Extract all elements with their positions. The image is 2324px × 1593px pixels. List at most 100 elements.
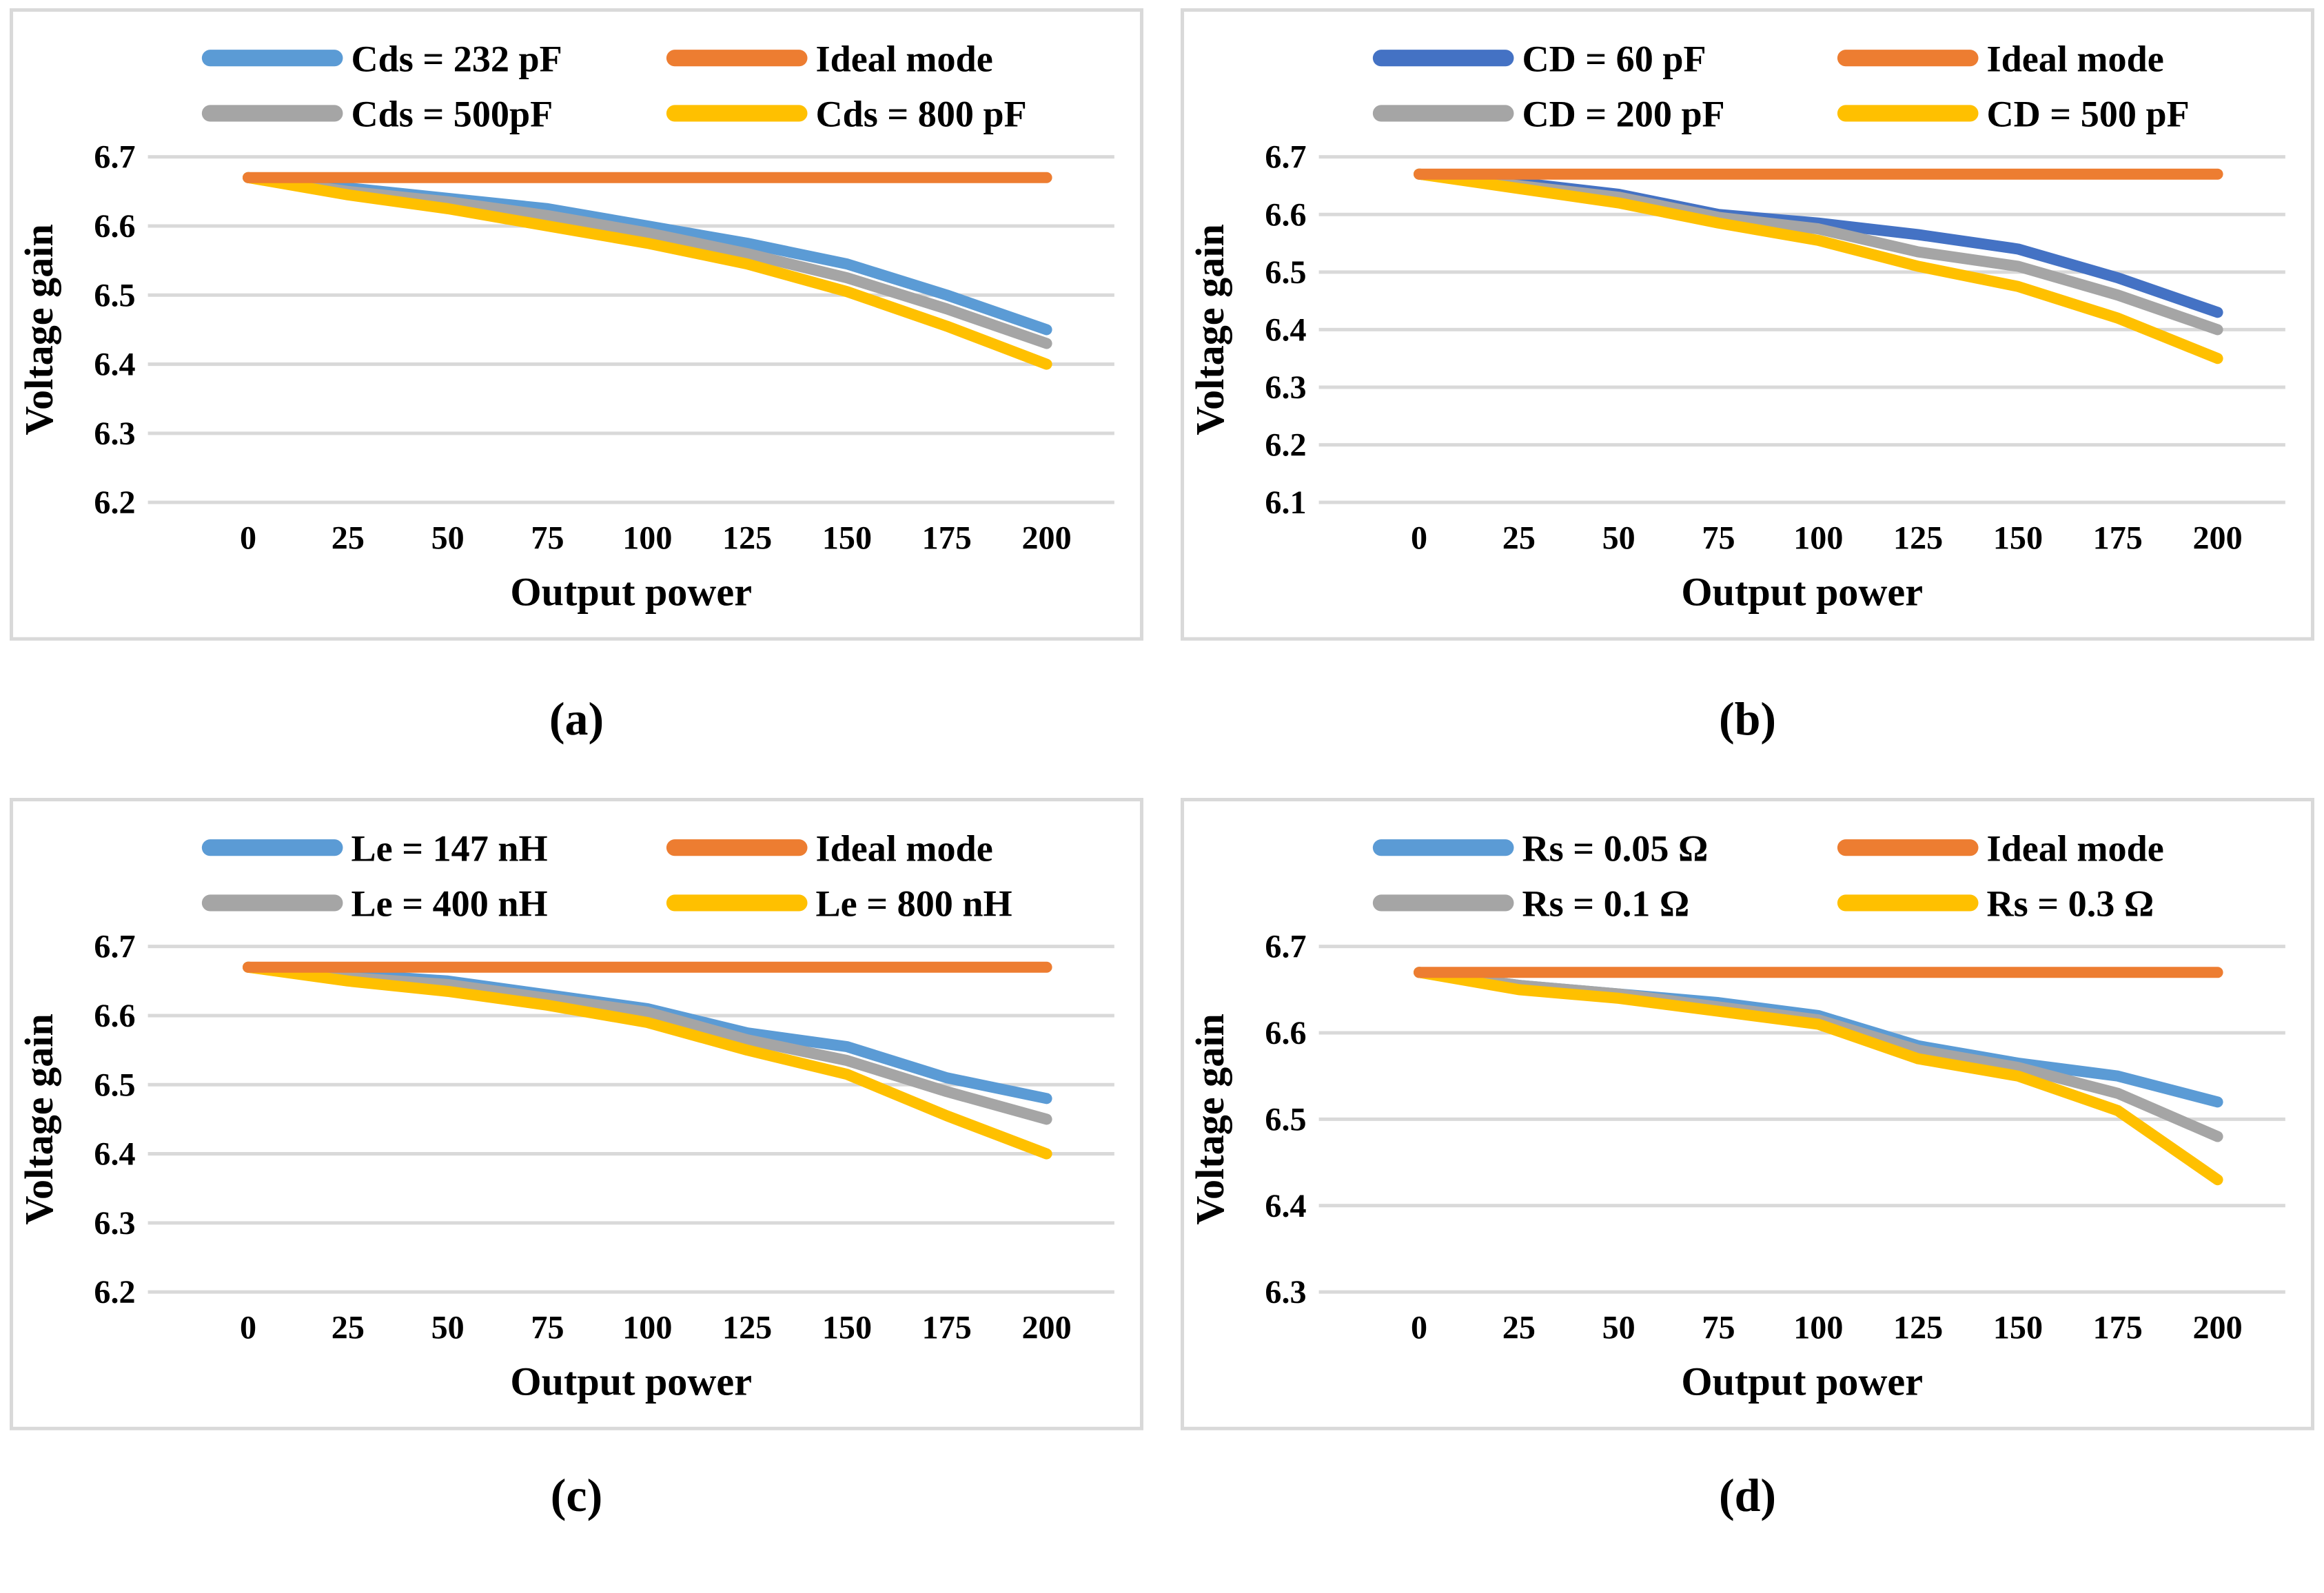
caption-a: (a) [549, 692, 604, 746]
legend-label: CD = 500 pF [1987, 94, 2190, 135]
x-tick-label: 50 [431, 520, 465, 556]
y-tick-label: 6.2 [94, 484, 135, 521]
y-tick-label: 6.5 [1265, 254, 1306, 291]
legend-entry: Le = 400 nH [201, 883, 548, 924]
legend-label: Cds = 500pF [351, 94, 553, 135]
y-tick-labels: 6.7 6.6 6.5 6.4 6.3 6.2 [94, 928, 135, 1311]
x-tick-label: 100 [622, 1309, 672, 1346]
gridlines [1318, 155, 2285, 504]
y-tick-label: 6.3 [1265, 1274, 1306, 1311]
x-tick-label: 100 [622, 520, 672, 556]
y-tick-label: 6.4 [94, 347, 135, 383]
x-tick-label: 150 [822, 520, 872, 556]
x-tick-label: 25 [1502, 520, 1536, 556]
legend-label: Rs = 0.3 Ω [1987, 883, 2154, 924]
x-axis-title: Output power [510, 570, 752, 615]
x-tick-label: 175 [2093, 520, 2143, 556]
x-tick-label: 150 [1993, 520, 2043, 556]
x-tick-label: 50 [431, 1309, 465, 1346]
y-tick-label: 6.5 [94, 277, 135, 314]
y-tick-label: 6.3 [1265, 369, 1306, 406]
x-tick-label: 75 [531, 520, 564, 556]
y-tick-label: 6.6 [1265, 1015, 1306, 1051]
series-lines [1414, 967, 2223, 1185]
legend-label: Ideal mode [1987, 38, 2164, 79]
chart-panel-c: 6.7 6.6 6.5 6.4 6.3 6.2 0 25 50 75 100 125 150 175 200… [10, 797, 1143, 1430]
legend-entry: Cds = 232 pF [201, 38, 562, 79]
legend: Le = 147 nH Ideal mode Le = 400 nH Le = 800… [201, 828, 1012, 924]
legend-entry: Ideal mode [666, 828, 993, 869]
series-line-cds-800-pf [243, 172, 1052, 370]
y-tick-label: 6.5 [94, 1067, 135, 1103]
legend-label: Cds = 232 pF [351, 38, 562, 79]
y-tick-label: 6.4 [94, 1135, 135, 1172]
x-tick-label: 75 [1702, 1309, 1735, 1346]
series-line-rs-0-3- [1414, 967, 2223, 1185]
caption-b: (b) [1718, 692, 1777, 746]
x-tick-labels: 0 25 50 75 100 125 150 175 200 [240, 520, 1072, 556]
x-tick-label: 0 [240, 520, 256, 556]
y-tick-label: 6.7 [94, 928, 135, 965]
x-axis-title: Output power [1681, 1359, 1923, 1404]
chart-b-canvas: 6.7 6.6 6.5 6.4 6.3 6.2 6.1 0 25 50 75 100 125 150 175… [1181, 8, 2314, 641]
x-tick-labels: 0 25 50 75 100 125 150 175 200 [240, 1309, 1072, 1346]
legend-label: Le = 147 nH [351, 828, 548, 869]
legend-label: Ideal mode [816, 38, 993, 79]
x-tick-label: 25 [332, 520, 365, 556]
x-tick-label: 25 [1502, 1309, 1536, 1346]
x-tick-labels: 0 25 50 75 100 125 150 175 200 [1411, 1309, 2243, 1346]
x-tick-label: 200 [1021, 1309, 1071, 1346]
legend-entry: Cds = 500pF [201, 94, 553, 135]
x-tick-label: 125 [722, 520, 772, 556]
x-tick-labels: 0 25 50 75 100 125 150 175 200 [1411, 520, 2243, 556]
legend: Rs = 0.05 Ω Ideal mode Rs = 0.1 Ω Rs = 0.3 … [1372, 828, 2164, 924]
y-tick-label: 6.7 [1265, 928, 1306, 965]
series-line-cd-500-pf [1414, 168, 2223, 364]
chart-a-canvas: 6.7 6.6 6.5 6.4 6.3 6.2 0 25 50 75 100 125 150 175 200… [10, 8, 1143, 641]
y-tick-label: 6.2 [94, 1274, 135, 1311]
legend-label: CD = 200 pF [1522, 94, 1725, 135]
y-tick-label: 6.5 [1265, 1101, 1306, 1138]
x-tick-label: 125 [1893, 1309, 1943, 1346]
y-tick-label: 6.6 [94, 208, 135, 245]
x-tick-label: 100 [1793, 1309, 1843, 1346]
legend-entry: Ideal mode [1837, 828, 2164, 869]
legend-entry: Ideal mode [666, 38, 993, 79]
chart-d-canvas: 6.7 6.6 6.5 6.4 6.3 0 25 50 75 100 125 150 175 200 Out… [1181, 797, 2314, 1430]
legend-entry: Le = 800 nH [666, 883, 1012, 924]
chart-panel-d: 6.7 6.6 6.5 6.4 6.3 0 25 50 75 100 125 150 175 200 Out… [1181, 797, 2314, 1430]
legend-entry: Rs = 0.3 Ω [1837, 883, 2154, 924]
x-tick-label: 175 [922, 1309, 972, 1346]
gridlines [1318, 944, 2285, 1294]
legend-entry: Le = 147 nH [201, 828, 548, 869]
y-tick-label: 6.2 [1265, 427, 1306, 464]
legend-entry: Rs = 0.05 Ω [1372, 828, 1708, 869]
legend: Cds = 232 pF Ideal mode Cds = 500pF Cds = 8… [201, 38, 1027, 135]
legend-label: Cds = 800 pF [816, 94, 1027, 135]
y-axis-title: Voltage gain [17, 224, 61, 435]
legend-entry: CD = 500 pF [1837, 94, 2190, 135]
x-tick-label: 200 [2192, 1309, 2242, 1346]
x-axis-title: Output power [1681, 570, 1923, 615]
y-tick-label: 6.3 [94, 1205, 135, 1242]
y-tick-label: 6.6 [1265, 196, 1306, 233]
legend-label: Ideal mode [1987, 828, 2164, 869]
x-tick-label: 150 [1993, 1309, 2043, 1346]
series-lines [1414, 168, 2223, 364]
x-tick-label: 150 [822, 1309, 872, 1346]
y-tick-label: 6.1 [1265, 484, 1306, 521]
series-lines [243, 172, 1052, 370]
x-tick-label: 0 [1411, 520, 1427, 556]
legend-entry: Ideal mode [1837, 38, 2164, 79]
legend: CD = 60 pF Ideal mode CD = 200 pF CD = 500 … [1372, 38, 2190, 135]
figure-grid: 6.7 6.6 6.5 6.4 6.3 6.2 0 25 50 75 100 125 150 175 200… [10, 8, 2314, 1521]
x-tick-label: 75 [1702, 520, 1735, 556]
legend-label: Ideal mode [816, 828, 993, 869]
y-axis-title: Voltage gain [17, 1014, 61, 1224]
x-tick-label: 50 [1602, 520, 1635, 556]
legend-entry: Cds = 800 pF [666, 94, 1027, 135]
chart-panel-b: 6.7 6.6 6.5 6.4 6.3 6.2 6.1 0 25 50 75 100 125 150 175… [1181, 8, 2314, 641]
x-tick-label: 175 [922, 520, 972, 556]
legend-entry: CD = 200 pF [1372, 94, 1725, 135]
y-tick-label: 6.4 [1265, 311, 1306, 348]
